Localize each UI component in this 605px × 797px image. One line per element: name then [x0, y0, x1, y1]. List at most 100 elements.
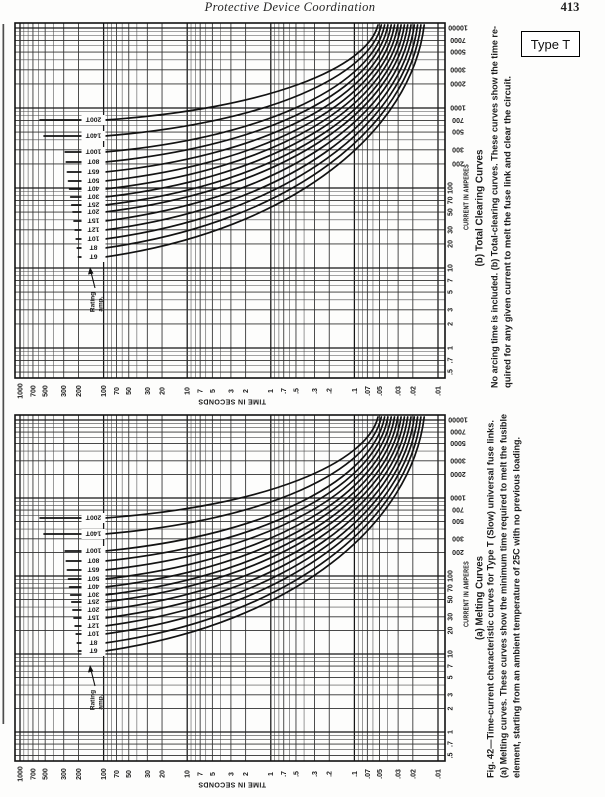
time-tick: .02 [410, 386, 417, 396]
curve-100T [64, 416, 386, 552]
curve-10T [75, 416, 419, 635]
time-tick: 100 [101, 768, 108, 780]
curve-80T [65, 416, 389, 562]
curve-30T [69, 416, 402, 596]
caption-line: (a) Melting curves. These curves show th… [498, 414, 509, 778]
rating-annotation-line1: Rating [89, 690, 96, 710]
rating-arrowhead [88, 665, 94, 673]
current-tick: 30 [447, 613, 454, 621]
time-tick: 2 [243, 772, 250, 776]
curve-50T [67, 416, 396, 580]
time-tick: .02 [410, 769, 417, 779]
current-tick: 3 [447, 308, 454, 312]
curve-80T [65, 24, 389, 163]
curve-6T [77, 24, 426, 258]
time-tick: 20 [159, 387, 166, 395]
current-tick: 7 [447, 278, 454, 282]
time-tick: .01 [435, 769, 442, 779]
curve-25T [70, 24, 406, 206]
current-tick: 2000 [450, 79, 466, 86]
time-tick: .1 [352, 771, 359, 777]
time-tick: 500 [43, 768, 50, 780]
curve-10T [75, 24, 419, 240]
curve-label-20T: 20T [87, 208, 100, 215]
caption-b: No arcing time is included. (b) Total-cl… [489, 26, 513, 388]
rating-annotation: Rating amp. [88, 267, 104, 312]
time-axis-title: TIME IN SECONDS [198, 398, 266, 405]
rating-arrowhead [88, 267, 94, 275]
curve-140T [43, 416, 383, 535]
current-tick: .7 [447, 741, 454, 747]
type-t-badge: Type T [521, 31, 580, 57]
current-tick: 3000 [450, 456, 466, 463]
time-tick: .03 [396, 386, 403, 396]
current-tick: 5 [447, 290, 454, 294]
current-tick: 2000 [450, 470, 466, 477]
curve-label-80T: 80T [87, 158, 100, 165]
current-tick: 2 [447, 322, 454, 326]
caption-line: Fig. 42—Time-current characteristic curv… [485, 420, 496, 778]
time-tick: 300 [61, 385, 68, 397]
rating-annotation-line2: amp. [97, 694, 104, 709]
curve-6T [77, 416, 426, 652]
rating-annotation-line2: amp. [97, 296, 104, 311]
curve-20T [72, 416, 409, 611]
chart-a: 200T140T100T80T65T50T40T30T25T20T15T12T1… [14, 414, 522, 788]
curve-label-25T: 25T [87, 201, 100, 208]
current-tick: 100 [447, 182, 454, 194]
chart-frame [14, 22, 446, 379]
current-tick: 3 [447, 693, 454, 697]
time-tick: 70 [114, 770, 121, 778]
curve-50T [67, 24, 396, 182]
curve-label-100T: 100T [85, 148, 101, 155]
time-tick: 700 [30, 385, 37, 397]
curve-label-8T: 8T [89, 639, 98, 646]
time-tick: 30 [145, 770, 152, 778]
current-tick: 200 [452, 548, 464, 555]
current-tick: 1000 [450, 104, 466, 111]
running-head-title: Protective Device Coordination [204, 0, 376, 14]
current-tick: 700 [452, 116, 464, 123]
curve-label-65T: 65T [87, 566, 100, 573]
rating-annotation-line1: Rating [89, 292, 96, 312]
time-tick: 200 [76, 768, 83, 780]
time-tick: .7 [281, 771, 288, 777]
current-tick: 20 [447, 240, 454, 248]
curve-100T [64, 24, 386, 153]
current-tick: 100 [447, 570, 454, 582]
time-tick: 700 [30, 768, 37, 780]
curve-label-6T: 6T [89, 253, 98, 260]
current-tick: 10000 [448, 416, 468, 423]
current-tick: 30 [447, 226, 454, 234]
curve-label-10T: 10T [87, 630, 100, 637]
fuse-curves [39, 24, 426, 258]
time-tick: .05 [377, 769, 384, 779]
current-tick: .5 [447, 369, 454, 375]
caption-line: element, starting from an ambient temper… [511, 437, 522, 778]
curve-label-30T: 30T [87, 193, 100, 200]
curve-label-40T: 40T [87, 185, 100, 192]
curve-label-140T: 140T [85, 132, 101, 139]
current-tick: 10 [447, 264, 454, 272]
current-tick: 300 [452, 534, 464, 541]
curve-30T [69, 24, 402, 198]
curve-12T [74, 416, 416, 627]
curve-label-100T: 100T [85, 547, 101, 554]
curve-65T [66, 416, 393, 571]
time-tick: .2 [327, 388, 334, 394]
current-tick: 20 [447, 627, 454, 635]
curve-label-140T: 140T [85, 530, 101, 537]
curve-label-80T: 80T [87, 557, 100, 564]
time-axis-labels: 1000 700 500 300 200 100 70 50 30 20 10 7 5 3 2 1 .7 .5 .3… [17, 766, 442, 782]
curve-label-8T: 8T [89, 244, 98, 251]
current-tick: 700 [452, 506, 464, 513]
page-number: 413 [560, 0, 580, 14]
curve-label-30T: 30T [87, 591, 100, 598]
caption-line: quired for any given current to melt the… [502, 76, 513, 388]
current-tick: 300 [452, 145, 464, 152]
type-t-label: Type T [530, 36, 571, 52]
current-tick: .7 [447, 357, 454, 363]
chart-subtitle-b: (b) Total Clearing Curves [474, 149, 486, 266]
